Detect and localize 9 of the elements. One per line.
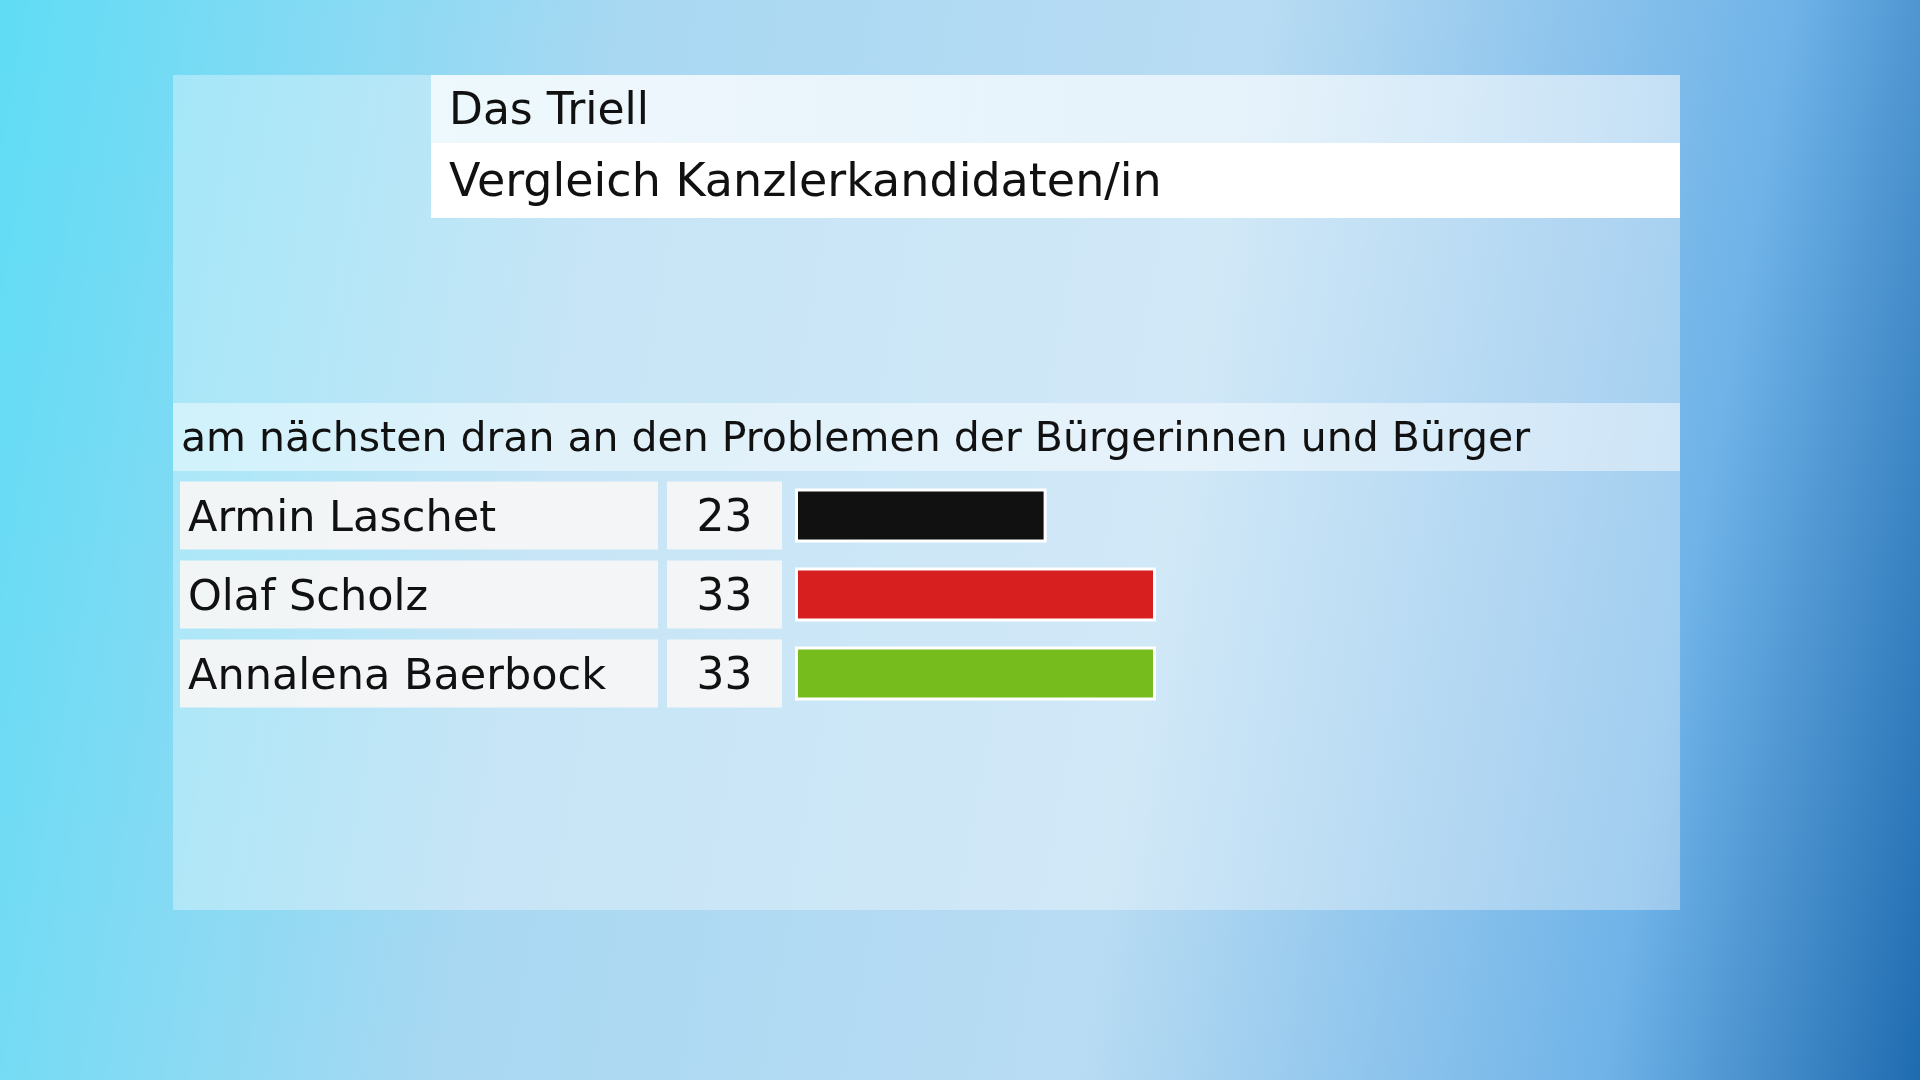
chart-title: Das Triell: [431, 75, 1680, 143]
data-label: 33: [696, 648, 753, 699]
y-tick-label: Annalena Baerbock: [188, 648, 607, 699]
data-label: 33: [696, 569, 753, 620]
chart-subtitle: Vergleich Kanzlerkandidaten/in: [431, 143, 1680, 218]
y-tick-label: Olaf Scholz: [188, 569, 428, 620]
y-tick-label: Armin Laschet: [188, 490, 497, 541]
data-label: 23: [696, 490, 753, 541]
text: am nächsten dran an den Problemen der Bürgerinnen und Bürger: [181, 413, 1531, 461]
